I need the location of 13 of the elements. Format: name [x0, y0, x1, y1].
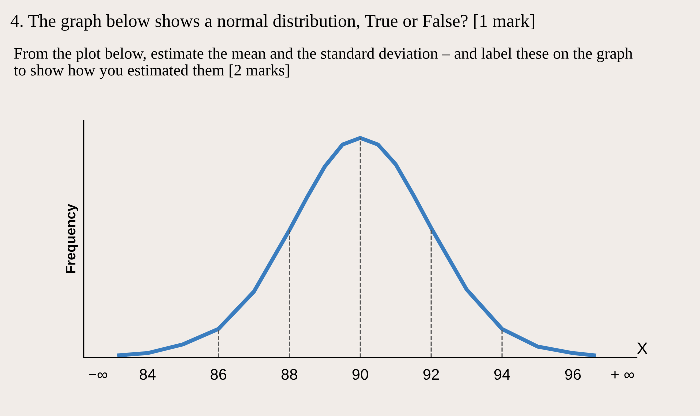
x-tick-label: 96: [565, 369, 582, 380]
x-tick-label: 84: [140, 369, 156, 380]
x-tick-label: 92: [424, 369, 440, 380]
x-tick-label: 88: [282, 369, 298, 380]
chart-title: 4. The graph below shows a normal distribution, True or False? [1 mark]: [10, 14, 534, 31]
chart-subtitle: From the plot below, estimate the mean and the standard deviation – and label these on the graph to show how you estimated them [2 marks]: [14, 48, 633, 80]
x-tick-label: 94: [494, 369, 510, 380]
x-tick-label: 86: [210, 369, 227, 380]
x-axis-title: X: [637, 342, 648, 354]
x-tick-label: 90: [352, 369, 368, 380]
x-tick-label: + ∞: [612, 371, 634, 379]
y-axis-title: Frequency: [66, 204, 78, 274]
x-tick-label: −∞: [89, 372, 108, 378]
